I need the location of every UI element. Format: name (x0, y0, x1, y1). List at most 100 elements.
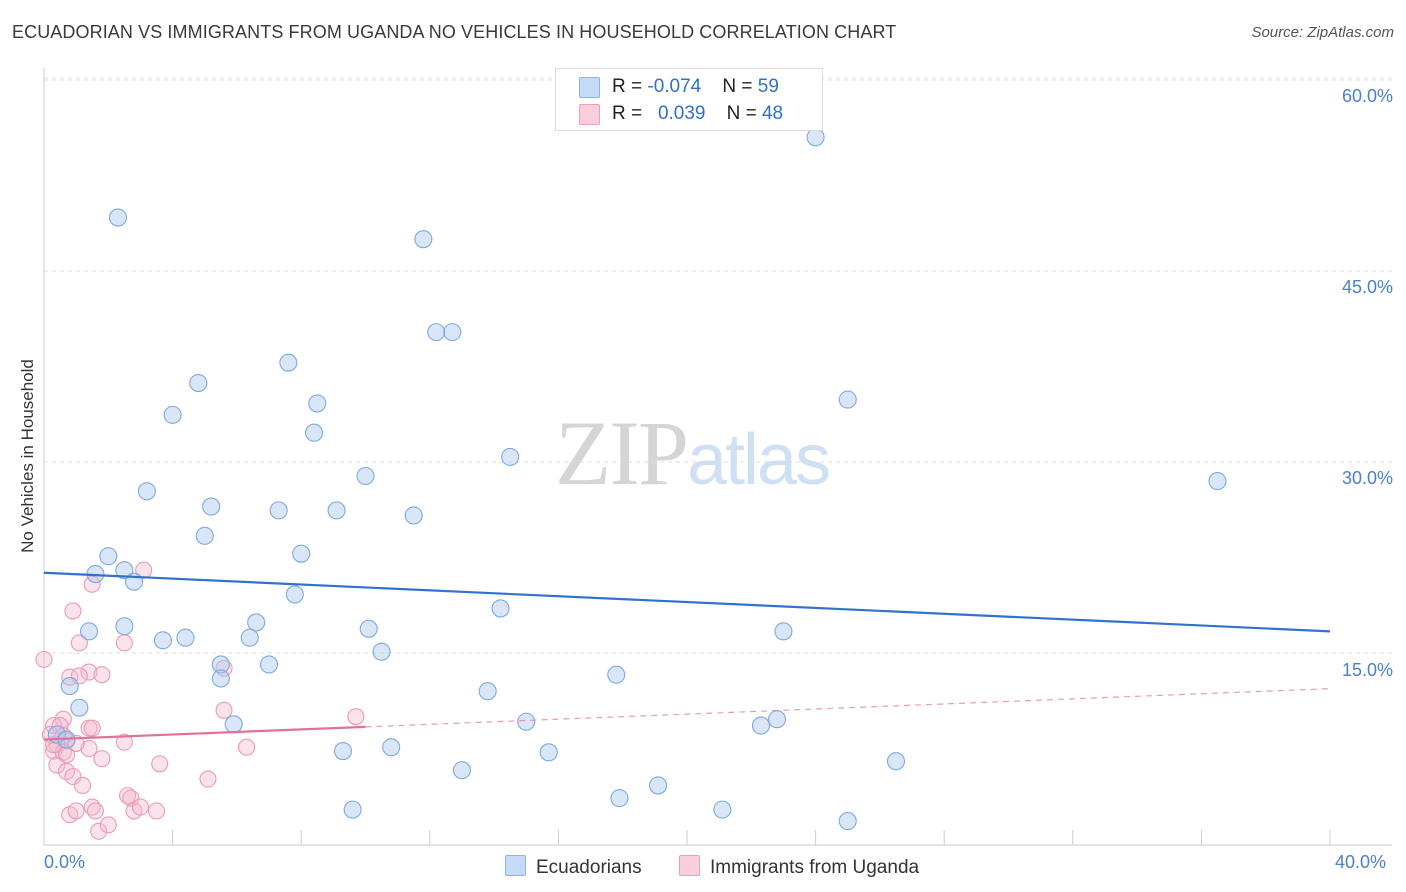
ecuadorian-point (838, 390, 857, 409)
uganda-point (83, 719, 101, 737)
ecuadorian-point (79, 622, 99, 641)
ecuadorian-point (452, 761, 472, 780)
y-tick-label: 15.0% (1341, 660, 1393, 680)
legend-label: Ecuadorians (536, 857, 642, 878)
ecuadorian-point (610, 789, 629, 808)
legend-swatch-blue (579, 77, 600, 98)
ecuadorian-point (60, 677, 79, 696)
uganda-point (83, 575, 101, 593)
ecuadorian-point (838, 812, 857, 831)
ecuadorian-point (774, 622, 793, 641)
ecuadorian-point (224, 715, 243, 734)
x-tick-label: 0.0% (44, 852, 86, 872)
uganda-point (237, 738, 256, 756)
watermark: ZIPatlas (555, 400, 831, 506)
uganda-point (93, 666, 111, 684)
uganda-point (119, 787, 137, 805)
source-label: Source: ZipAtlas.com (1251, 24, 1394, 41)
n-label: N = (722, 76, 758, 97)
ecuadorian-point (327, 501, 346, 520)
uganda-point (347, 708, 365, 726)
ecuadorian-point (751, 716, 770, 735)
ecuadorian-point (153, 631, 173, 650)
ecuadorian-point (202, 497, 221, 516)
r-label: R = (612, 76, 648, 97)
uganda-point (215, 701, 233, 719)
ecuadorian-point (115, 617, 134, 636)
x-tick-label: 40.0% (1335, 852, 1387, 872)
ecuadorian-point (427, 323, 446, 342)
y-tick-label: 45.0% (1341, 277, 1393, 297)
ecuadorian-point (517, 712, 536, 731)
ecuadorian-point (343, 800, 362, 819)
chart-title: ECUADORIAN VS IMMIGRANTS FROM UGANDA NO … (12, 22, 897, 42)
uganda-point (74, 776, 92, 794)
uganda-point (199, 770, 217, 788)
ecuadorian-point (195, 526, 214, 545)
ecuadorian-point (806, 128, 825, 147)
legend-swatch-pink (679, 855, 700, 876)
ecuadorian-point (240, 628, 259, 647)
ecuadorian-point (285, 585, 304, 604)
n-label: N = (726, 103, 762, 124)
n-value: 48 (761, 103, 784, 124)
legend-swatch-blue (505, 855, 526, 876)
ecuadorian-point (372, 642, 391, 661)
ecuadorian-point (767, 710, 787, 729)
r-label: R = (612, 103, 648, 124)
ecuadorian-point (491, 599, 510, 618)
stats-legend: R = -0.074 N = 59 R = 0.039 N = 48 (555, 68, 823, 131)
legend-item-ecuadorians: Ecuadorians (505, 852, 642, 879)
ecuadorian-point (305, 423, 324, 442)
uganda-point (131, 798, 149, 816)
ecuadorian-point (607, 665, 626, 684)
uganda-point (151, 755, 169, 773)
ecuadorian-point (247, 613, 266, 632)
watermark-atlas: atlas (687, 420, 831, 500)
ecuadorian-point (333, 741, 353, 761)
uganda-point (70, 634, 88, 652)
ecuadorian-point (359, 619, 378, 638)
uganda-point (115, 733, 133, 751)
ecuadorian-point (443, 323, 462, 342)
ecuadorian-point (414, 230, 433, 249)
watermark-zip: ZIP (555, 402, 689, 504)
n-value: 59 (757, 76, 779, 97)
ecuadorian-point (713, 800, 732, 819)
ecuadorian-point (404, 506, 423, 525)
ecuadorian-point (163, 405, 182, 424)
uganda-point (67, 802, 85, 820)
ecuadorian-point (292, 544, 311, 563)
uganda-point (99, 816, 117, 834)
uganda-point (115, 634, 133, 652)
ecuadorian-point (259, 655, 279, 674)
ecuadorian-point (478, 682, 497, 701)
uganda-trend-extension (365, 688, 1331, 728)
uganda-trend-line (43, 725, 366, 741)
legend-swatch-pink (579, 104, 600, 125)
uganda-point (48, 756, 66, 774)
uganda-point (93, 750, 111, 768)
ecuadorian-point (501, 447, 520, 466)
y-tick-label: 30.0% (1341, 468, 1393, 488)
uganda-point (64, 602, 82, 620)
ecuadorian-point (211, 655, 230, 674)
ecuadorian-point (108, 208, 127, 227)
ecuadorian-point (539, 743, 558, 762)
ecuadorian-point (279, 353, 298, 372)
r-value: -0.074 (647, 76, 702, 97)
y-tick-label: 60.0% (1341, 86, 1393, 106)
ecuadorian-point (211, 669, 230, 688)
uganda-point (147, 802, 166, 820)
ecuadorian-point (137, 482, 156, 501)
ecuadorian-point (382, 738, 401, 757)
uganda-point (80, 663, 98, 681)
ecuadorian-point (1208, 472, 1227, 491)
uganda-point (35, 650, 53, 668)
legend-label: Immigrants from Uganda (710, 857, 920, 878)
ecuadorian-point (189, 374, 208, 393)
legend-item-uganda: Immigrants from Uganda (679, 852, 919, 879)
uganda-point (90, 822, 108, 840)
ecuadorian-point (886, 752, 906, 771)
